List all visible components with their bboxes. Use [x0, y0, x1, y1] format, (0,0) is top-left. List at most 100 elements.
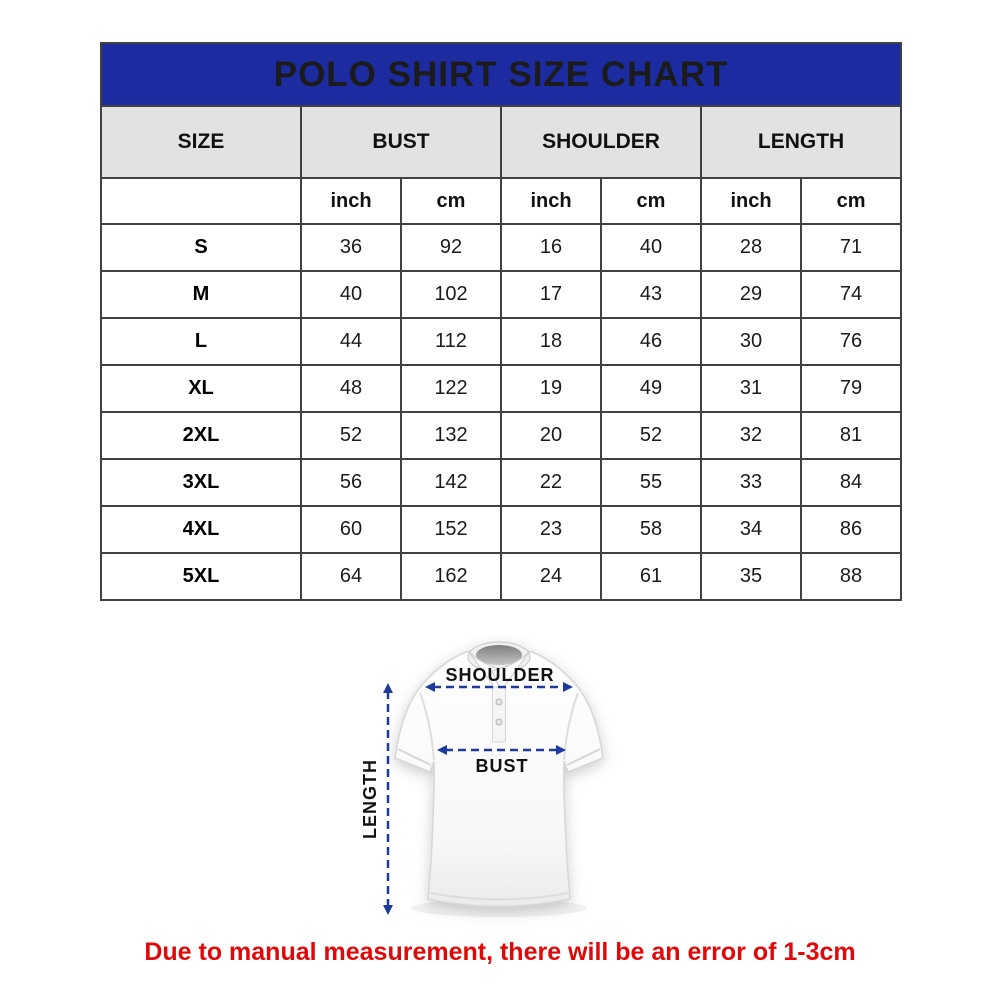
value-cell: 40: [600, 223, 702, 272]
value-cell: 49: [600, 364, 702, 413]
value-cell: 29: [700, 270, 802, 319]
placket: [492, 686, 506, 743]
value-cell: 92: [400, 223, 502, 272]
value-cell: 52: [300, 411, 402, 460]
collar-inner: [476, 645, 522, 665]
button: [495, 718, 503, 726]
unit-header: inch: [700, 177, 802, 225]
value-cell: 40: [300, 270, 402, 319]
right-sleeve-hem-seam: [566, 748, 601, 766]
length-label: LENGTH: [360, 759, 380, 839]
size-cell: 4XL: [100, 505, 302, 554]
table-row: 3XL 56 142 22 55 33 84: [100, 458, 903, 507]
value-cell: 43: [600, 270, 702, 319]
unit-header: inch: [500, 177, 602, 225]
column-header-row: SIZE BUST SHOULDER LENGTH: [100, 105, 903, 179]
value-cell: 17: [500, 270, 602, 319]
size-cell: 2XL: [100, 411, 302, 460]
value-cell: 71: [799, 223, 903, 272]
value-cell: 35: [700, 552, 802, 601]
value-cell: 142: [400, 458, 502, 507]
value-cell: 31: [700, 364, 802, 413]
table-row: L 44 112 18 46 30 76: [100, 317, 903, 366]
table-row: 4XL 60 152 23 58 34 86: [100, 505, 903, 554]
value-cell: 24: [500, 552, 602, 601]
value-cell: 76: [799, 317, 903, 366]
shirt-body: [394, 647, 604, 908]
size-cell: M: [100, 270, 302, 319]
value-cell: 18: [500, 317, 602, 366]
unit-header-row: inch cm inch cm inch cm: [100, 177, 903, 225]
unit-header: inch: [300, 177, 402, 225]
value-cell: 48: [300, 364, 402, 413]
col-header-bust: BUST: [300, 105, 502, 179]
value-cell: 81: [799, 411, 903, 460]
button: [495, 698, 503, 706]
shoulder-arrow: [425, 682, 573, 692]
table-row: 5XL 64 162 24 61 35 88: [100, 552, 903, 601]
value-cell: 102: [400, 270, 502, 319]
value-cell: 16: [500, 223, 602, 272]
value-cell: 22: [500, 458, 602, 507]
polo-shirt-illustration: [394, 641, 604, 917]
value-cell: 55: [600, 458, 702, 507]
table-row: S 36 92 16 40 28 71: [100, 223, 903, 272]
value-cell: 152: [400, 505, 502, 554]
value-cell: 122: [400, 364, 502, 413]
table-row: XL 48 122 19 49 31 79: [100, 364, 903, 413]
collar-flap-right: [491, 651, 530, 692]
empty-cell: [100, 177, 302, 225]
title-row: POLO SHIRT SIZE CHART: [99, 42, 903, 107]
measurement-note: Due to manual measurement, there will be…: [144, 938, 856, 966]
col-header-shoulder: SHOULDER: [500, 105, 702, 179]
unit-header: cm: [400, 177, 502, 225]
right-armhole-seam: [563, 692, 579, 761]
size-cell: 3XL: [100, 458, 302, 507]
col-header-length: LENGTH: [699, 105, 903, 179]
left-sleeve-hem-seam: [397, 748, 432, 766]
value-cell: 58: [600, 505, 702, 554]
size-chart-table: POLO SHIRT SIZE CHART SIZE BUST SHOULDER…: [99, 42, 903, 601]
value-cell: 28: [700, 223, 802, 272]
size-cell: L: [100, 317, 302, 366]
value-cell: 88: [799, 552, 903, 601]
value-cell: 56: [300, 458, 402, 507]
table-row: M 40 102 17 43 29 74: [100, 270, 903, 319]
size-cell: 5XL: [100, 552, 302, 601]
value-cell: 20: [500, 411, 602, 460]
value-cell: 32: [700, 411, 802, 460]
size-cell: XL: [100, 364, 302, 413]
bust-arrow: [437, 745, 566, 755]
value-cell: 64: [300, 552, 402, 601]
value-cell: 86: [799, 505, 903, 554]
value-cell: 132: [400, 411, 502, 460]
value-cell: 30: [700, 317, 802, 366]
bottom-hem-seam: [429, 892, 569, 901]
chart-title: POLO SHIRT SIZE CHART: [99, 42, 903, 107]
value-cell: 19: [500, 364, 602, 413]
value-cell: 52: [600, 411, 702, 460]
value-cell: 74: [799, 270, 903, 319]
unit-header: cm: [600, 177, 702, 225]
value-cell: 23: [500, 505, 602, 554]
length-arrow: [383, 683, 393, 915]
table-row: 2XL 52 132 20 52 32 81: [100, 411, 903, 460]
value-cell: 79: [799, 364, 903, 413]
shoulder-label: SHOULDER: [445, 665, 554, 685]
bust-label: BUST: [476, 756, 529, 776]
left-armhole-seam: [419, 692, 435, 761]
value-cell: 36: [300, 223, 402, 272]
col-header-size: SIZE: [100, 105, 302, 179]
size-cell: S: [100, 223, 302, 272]
measurement-figure: SHOULDER BUST LENGTH: [330, 636, 670, 940]
value-cell: 61: [600, 552, 702, 601]
value-cell: 34: [700, 505, 802, 554]
value-cell: 60: [300, 505, 402, 554]
value-cell: 162: [400, 552, 502, 601]
value-cell: 44: [300, 317, 402, 366]
value-cell: 46: [600, 317, 702, 366]
unit-header: cm: [799, 177, 903, 225]
value-cell: 84: [799, 458, 903, 507]
value-cell: 112: [400, 317, 502, 366]
